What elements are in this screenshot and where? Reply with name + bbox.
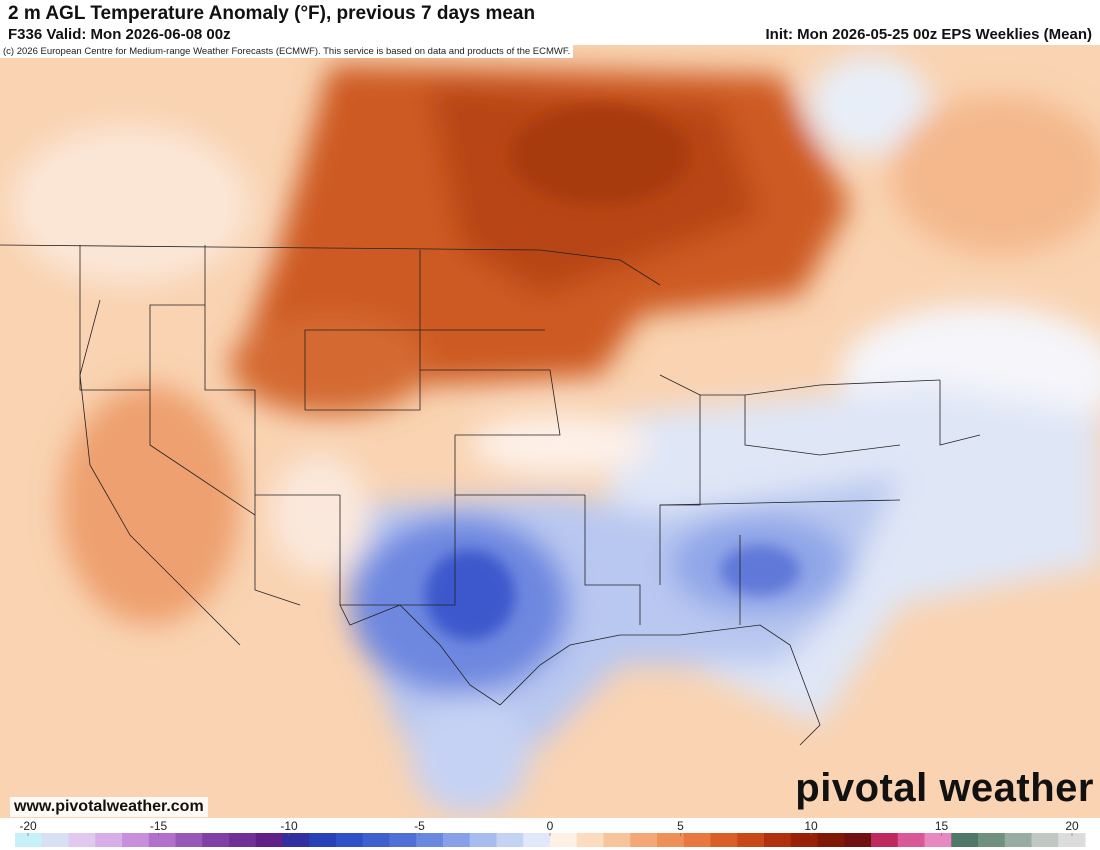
colorbar-cell	[550, 833, 578, 847]
colorbar-cell	[1058, 833, 1086, 847]
colorbar: -20 -15 -10 -5 0 5 10 15 20	[0, 818, 1100, 850]
colorbar-cell	[175, 833, 203, 847]
website: www.pivotalweather.com	[10, 797, 208, 817]
map	[0, 45, 1100, 818]
colorbar-cell	[576, 833, 604, 847]
colorbar-cell	[336, 833, 364, 847]
colorbar-cell	[630, 833, 658, 847]
colorbar-cell	[122, 833, 150, 847]
colorbar-cell	[523, 833, 551, 847]
colorbar-cell	[41, 833, 69, 847]
colorbar-cell	[68, 833, 96, 847]
colorbar-cell	[978, 833, 1006, 847]
colorbar-cell	[202, 833, 230, 847]
colorbar-cell	[148, 833, 176, 847]
colorbar-cell	[710, 833, 738, 847]
colorbar-cell	[1004, 833, 1032, 847]
colorbar-cell	[657, 833, 685, 847]
colorbar-cell	[790, 833, 818, 847]
colorbar-tick-label: 0	[547, 819, 554, 833]
colorbar-cell	[255, 833, 283, 847]
colorbar-tick-label: -20	[19, 819, 37, 833]
colorbar-cell	[389, 833, 417, 847]
boundaries	[0, 244, 981, 746]
colorbar-cell	[229, 833, 257, 847]
colorbar-cell	[416, 833, 444, 847]
colorbar-cell	[282, 833, 310, 847]
colorbar-tick-label: -5	[414, 819, 425, 833]
colorbar-cell	[309, 833, 337, 847]
colorbar-cell	[496, 833, 524, 847]
colorbar-cell	[817, 833, 845, 847]
colorbar-tick-label: -15	[150, 819, 168, 833]
colorbar-cell	[897, 833, 925, 847]
colorbar-cell	[362, 833, 390, 847]
colorbar-tick-label: 5	[677, 819, 684, 833]
colorbar-tick-label: 10	[804, 819, 818, 833]
init-time: Init: Mon 2026-05-25 00z EPS Weeklies (M…	[765, 26, 1092, 43]
colorbar-cell	[951, 833, 979, 847]
colorbar-cell	[1031, 833, 1059, 847]
credit: (c) 2026 European Centre for Medium-rang…	[0, 45, 574, 58]
colorbar-cell	[924, 833, 952, 847]
logo: pivotal weather	[795, 766, 1094, 810]
colorbar-cell	[737, 833, 765, 847]
colorbar-cell	[844, 833, 872, 847]
colorbar-cell	[469, 833, 497, 847]
colorbar-tick-label: 15	[935, 819, 949, 833]
colorbar-cell	[15, 833, 43, 847]
valid-time: F336 Valid: Mon 2026-06-08 00z	[8, 26, 231, 43]
colorbar-cell	[95, 833, 123, 847]
colorbar-tick-label: 20	[1065, 819, 1079, 833]
colorbar-tick-label: -10	[280, 819, 298, 833]
colorbar-cell	[871, 833, 899, 847]
colorbar-cell	[683, 833, 711, 847]
colorbar-cell	[443, 833, 471, 847]
colorbar-cell	[764, 833, 792, 847]
title: 2 m AGL Temperature Anomaly (°F), previo…	[8, 3, 536, 24]
colorbar-cell	[603, 833, 631, 847]
